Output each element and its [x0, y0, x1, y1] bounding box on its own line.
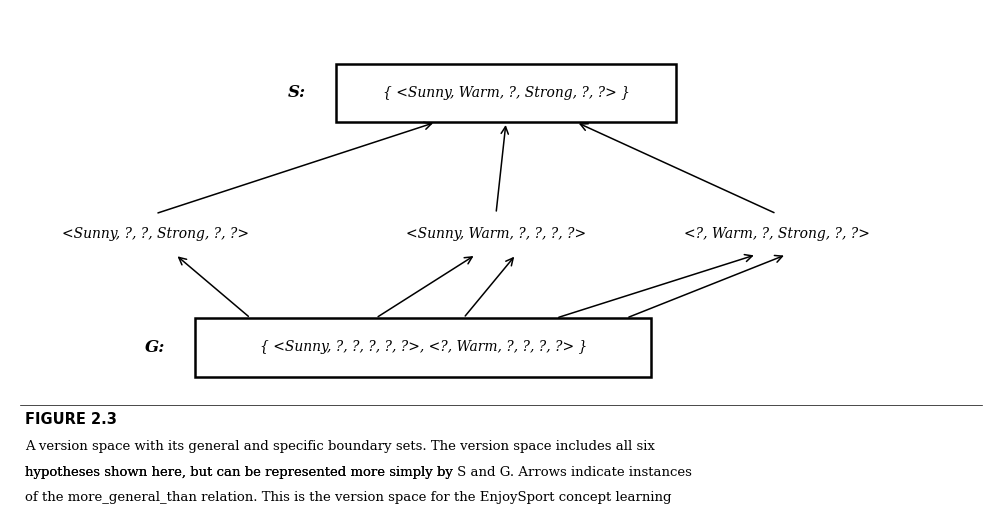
Text: FIGURE 2.3: FIGURE 2.3 — [25, 412, 117, 427]
Text: <Sunny, ?, ?, Strong, ?, ?>: <Sunny, ?, ?, Strong, ?, ?> — [62, 227, 248, 241]
Text: <?, Warm, ?, Strong, ?, ?>: <?, Warm, ?, Strong, ?, ?> — [683, 227, 870, 241]
Bar — [336, 64, 676, 122]
Text: G:: G: — [145, 338, 165, 356]
Text: { <Sunny, ?, ?, ?, ?, ?>, <?, Warm, ?, ?, ?, ?> }: { <Sunny, ?, ?, ?, ?, ?>, <?, Warm, ?, ?… — [260, 341, 587, 354]
Text: <Sunny, Warm, ?, ?, ?, ?>: <Sunny, Warm, ?, ?, ?, ?> — [406, 227, 586, 241]
Text: of the more_general_than relation. This is the version space for the EnjoySport : of the more_general_than relation. This … — [25, 491, 671, 504]
Text: hypotheses shown here, but can be represented more simply by: hypotheses shown here, but can be repres… — [25, 466, 457, 479]
Bar — [195, 318, 651, 377]
Text: A version space with its general and specific boundary sets. The version space i: A version space with its general and spe… — [25, 440, 655, 454]
Text: S:: S: — [288, 84, 306, 101]
Text: hypotheses shown here, but can be represented more simply by S and G. Arrows ind: hypotheses shown here, but can be repres… — [25, 466, 692, 479]
Text: { <Sunny, Warm, ?, Strong, ?, ?> }: { <Sunny, Warm, ?, Strong, ?, ?> } — [383, 86, 629, 100]
